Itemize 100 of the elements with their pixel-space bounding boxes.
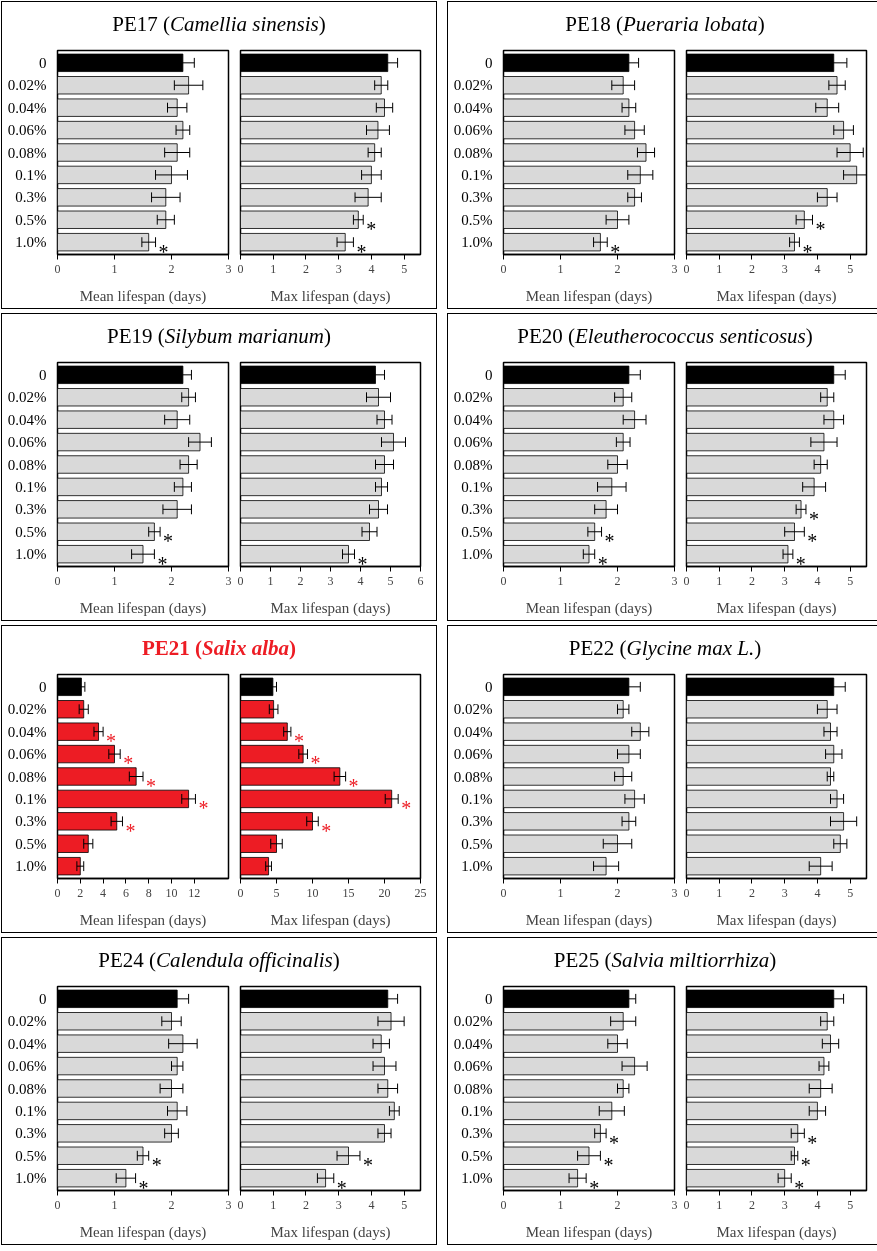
x-tick-label: 6	[417, 573, 424, 588]
x-tick-label: 3	[671, 261, 678, 276]
x-tick-label: 2	[748, 1197, 755, 1212]
x-tick-label: 3	[225, 1197, 232, 1212]
chart-title: PE20 (Eleutherococcus senticosus)	[517, 323, 813, 350]
bar	[686, 1056, 825, 1076]
y-tick-label: 1.0%	[461, 858, 493, 875]
y-tick-label: 0.5%	[15, 835, 47, 852]
x-tick-label: 1	[716, 261, 723, 276]
y-tick-label: 0.06%	[453, 1058, 493, 1075]
x-tick-label: 5	[847, 885, 854, 900]
x-tick-label: 2	[302, 1197, 309, 1212]
y-tick-label: 0.02%	[453, 389, 493, 406]
x-tick-label: 4	[814, 885, 821, 900]
x-tick-label: 5	[847, 573, 854, 588]
bar	[686, 500, 802, 519]
x-tick-label: 3	[335, 1197, 342, 1212]
y-tick-label: 0.08%	[453, 456, 493, 473]
y-tick-label: 0.08%	[7, 768, 47, 785]
x-tick-label: 5	[273, 885, 280, 900]
x-tick-label: 0	[237, 1197, 244, 1212]
chart-title: PE18 (Pueraria lobata)	[565, 11, 765, 38]
x-tick-label: 0	[683, 885, 690, 900]
x-tick-label: 2	[614, 261, 621, 276]
y-tick-label: 0.02%	[7, 389, 47, 406]
bar	[240, 210, 359, 229]
y-tick-label: 0	[39, 54, 47, 71]
annotation: *	[794, 1176, 805, 1199]
annotation: *	[597, 552, 608, 575]
x-tick-label: 0	[683, 573, 690, 588]
x-tick-label: 1	[557, 261, 564, 276]
chart-title: PE17 (Camellia sinensis)	[112, 11, 326, 38]
y-tick-label: 0.06%	[7, 746, 47, 763]
y-tick-label: 0	[39, 366, 47, 383]
bar	[57, 1056, 178, 1076]
annotation: *	[356, 240, 367, 263]
y-tick-label: 1.0%	[15, 234, 47, 251]
x-tick-label: 0	[237, 885, 244, 900]
x-tick-label: 25	[414, 885, 427, 900]
x-axis-title: Mean lifespan (days)	[525, 599, 653, 617]
y-tick-label: 0.06%	[453, 434, 493, 451]
chart-title: PE24 (Calendula officinalis)	[98, 947, 340, 974]
x-axis-title: Mean lifespan (days)	[525, 1223, 653, 1241]
annotation: *	[366, 218, 377, 241]
y-tick-label: 0.02%	[453, 701, 493, 718]
y-tick-label: 0.3%	[461, 1125, 493, 1142]
y-tick-label: 0	[485, 54, 493, 71]
x-tick-label: 6	[122, 885, 129, 900]
x-tick-label: 2	[748, 261, 755, 276]
x-tick-label: 2	[748, 573, 755, 588]
x-tick-label: 2	[168, 573, 175, 588]
annotation: *	[609, 1131, 620, 1154]
y-tick-label: 0.04%	[453, 1035, 493, 1052]
bar	[57, 722, 99, 741]
y-tick-label: 0.06%	[453, 122, 493, 139]
x-axis-title: Mean lifespan (days)	[79, 287, 207, 305]
bar	[503, 1079, 624, 1098]
x-tick-label: 3	[781, 261, 788, 276]
y-tick-label: 0.06%	[7, 122, 47, 139]
bar	[57, 677, 82, 696]
y-tick-label: 0.3%	[461, 813, 493, 830]
y-tick-label: 0.04%	[7, 411, 47, 428]
y-tick-label: 0.5%	[15, 211, 47, 228]
x-tick-label: 2	[748, 885, 755, 900]
bar	[57, 522, 155, 541]
x-tick-label: 0	[237, 573, 244, 588]
y-tick-label: 0.08%	[7, 1080, 47, 1097]
x-tick-label: 1	[557, 573, 564, 588]
y-tick-label: 0.04%	[453, 99, 493, 116]
y-tick-label: 0	[485, 990, 493, 1007]
bar	[686, 545, 789, 564]
x-tick-label: 2	[77, 885, 84, 900]
x-tick-label: 2	[614, 885, 621, 900]
y-tick-label: 0.02%	[453, 77, 493, 94]
x-tick-label: 10	[306, 885, 319, 900]
bar	[503, 545, 590, 564]
annotation: *	[293, 730, 304, 753]
x-tick-label: 2	[614, 1197, 621, 1212]
annotation: *	[808, 507, 819, 530]
x-tick-label: 3	[335, 261, 342, 276]
y-tick-label: 0.3%	[15, 189, 47, 206]
annotation: *	[146, 774, 156, 797]
annotation: *	[125, 819, 136, 842]
y-tick-label: 0.02%	[7, 1013, 47, 1030]
x-tick-label: 1	[716, 573, 723, 588]
x-tick-label: 0	[54, 573, 61, 588]
x-tick-label: 4	[368, 261, 375, 276]
y-tick-label: 0.1%	[15, 166, 47, 183]
bar	[503, 1124, 601, 1143]
y-tick-label: 0.08%	[7, 456, 47, 473]
y-tick-label: 0.5%	[461, 211, 493, 228]
x-axis-title: Mean lifespan (days)	[525, 287, 653, 305]
y-tick-label: 0.04%	[7, 1035, 47, 1052]
chart-title: PE21 (Salix alba)	[141, 635, 296, 662]
bar	[240, 744, 304, 764]
x-tick-label: 3	[781, 573, 788, 588]
x-tick-label: 1	[111, 573, 118, 588]
x-tick-label: 4	[814, 261, 821, 276]
x-axis-title: Mean lifespan (days)	[525, 911, 653, 929]
annotation: *	[123, 752, 134, 775]
